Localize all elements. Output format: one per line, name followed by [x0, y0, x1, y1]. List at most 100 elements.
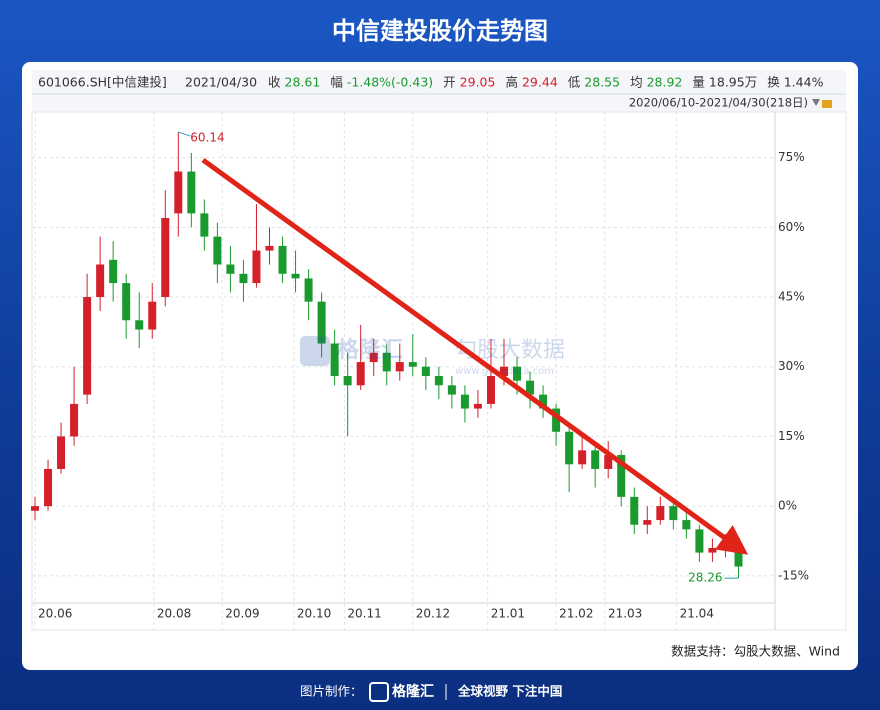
candle-body — [565, 431, 574, 465]
candle-body — [330, 343, 339, 377]
candle-body — [552, 408, 561, 432]
quote-value: -1.48%(-0.43) — [347, 75, 433, 90]
quote-label: 高 — [505, 75, 518, 90]
y-tick-label: -15% — [778, 568, 809, 582]
candle-body — [356, 362, 365, 386]
candle-body — [421, 366, 430, 377]
candle-body — [460, 394, 469, 409]
candle-body — [148, 301, 157, 330]
source-note: 数据支持：勾股大数据、Wind — [671, 644, 840, 659]
candle-body — [526, 380, 535, 395]
y-tick-label: 60% — [778, 220, 805, 234]
quote-label: 量 — [692, 75, 705, 90]
footer-maker: 图片制作： — [300, 684, 363, 699]
candle-body — [682, 520, 691, 530]
candle-body — [630, 496, 639, 525]
candle-body — [161, 218, 170, 298]
x-tick-label: 21.03 — [608, 607, 642, 621]
candle-body — [734, 543, 743, 567]
candle-body — [31, 506, 39, 511]
candle-body — [721, 543, 730, 548]
candle-body — [486, 376, 495, 404]
stock-code: 601066.SH[中信建投] — [38, 75, 167, 90]
dropdown-icon[interactable] — [812, 99, 820, 106]
date-range: 2020/06/10-2021/04/30(218日) — [629, 96, 808, 110]
y-tick-label: 15% — [778, 429, 805, 443]
info-bar — [32, 70, 846, 112]
quote-label: 均 — [630, 75, 643, 90]
watermark-brand: 格隆汇 — [337, 337, 403, 363]
quote-items: 收 28.61 幅 -1.48%(-0.43) 开 29.05 高 29.44 低 28.55 均 2… — [268, 75, 824, 90]
quote-label: 幅 — [330, 75, 343, 90]
x-tick-label: 20.09 — [225, 607, 259, 621]
candle-body — [434, 376, 443, 386]
watermark-logo — [300, 336, 330, 366]
candle-body — [499, 366, 508, 377]
candle-body — [226, 264, 235, 274]
max-label: 60.14 — [190, 131, 224, 145]
page-title: 中信建投股价走势图 — [332, 17, 548, 45]
candle-body — [278, 245, 287, 274]
x-tick-label: 20.06 — [38, 607, 72, 621]
candle-body — [83, 297, 92, 395]
x-tick-label: 20.11 — [347, 607, 381, 621]
candle-body — [200, 213, 209, 237]
candle-body — [591, 450, 600, 469]
candle-body — [695, 529, 704, 553]
y-tick-label: 75% — [778, 150, 805, 164]
watermark-url: www.gogudata.com — [455, 366, 554, 377]
candle-body — [604, 455, 613, 469]
candle-body — [513, 366, 522, 381]
candle-body — [382, 352, 391, 372]
candle-body — [708, 547, 717, 553]
quote-value: 1.44% — [784, 75, 824, 90]
footer-brand: 格隆汇 — [392, 683, 434, 700]
candle-body — [187, 171, 196, 214]
y-tick-label: 0% — [778, 499, 797, 513]
footer-slogan: 全球视野 下注中国 — [457, 684, 562, 699]
candle-body — [57, 436, 66, 469]
candle-body — [122, 283, 131, 321]
quote-date: 2021/04/30 — [185, 75, 257, 90]
candle-body — [395, 362, 404, 372]
y-tick-label: 30% — [778, 359, 805, 373]
trend-arrow — [201, 157, 749, 555]
candle-body — [656, 506, 665, 521]
quote-value: 28.92 — [647, 75, 683, 90]
quote-label: 低 — [568, 75, 581, 90]
candle-body — [70, 403, 79, 437]
x-tick-label: 20.08 — [157, 607, 191, 621]
quote-label: 开 — [443, 75, 456, 90]
candle-body — [174, 171, 183, 214]
candle-body — [109, 259, 118, 284]
plot: 75% 60% 45% 30% 15% 0% -15% 20.06 20.08 20.09 20.1… — [31, 112, 809, 630]
lock-icon[interactable] — [822, 100, 832, 108]
x-tick-label: 21.01 — [491, 607, 525, 621]
x-tick-label: 21.02 — [559, 607, 593, 621]
candle-body — [369, 352, 378, 363]
candle-body — [304, 278, 313, 302]
candle-body — [135, 320, 144, 330]
quote-value: 28.55 — [584, 75, 620, 90]
candle-body — [213, 236, 222, 265]
candle-body — [343, 376, 352, 386]
quote-label: 收 — [268, 75, 281, 90]
candle-body — [473, 403, 482, 409]
x-tick-label: 20.12 — [416, 607, 450, 621]
watermark-sub: 勾股大数据 — [455, 338, 565, 363]
min-label: 28.26 — [688, 571, 722, 585]
x-tick-label: 21.04 — [680, 607, 714, 621]
y-tick-label: 45% — [778, 290, 805, 304]
candle-body — [617, 455, 626, 497]
candle-body — [669, 506, 678, 521]
quote-value: 29.44 — [522, 75, 558, 90]
candle-body — [265, 245, 274, 251]
candle-body — [447, 385, 456, 395]
candle-body — [317, 301, 326, 344]
candle-body — [252, 250, 261, 284]
max-pointer — [178, 131, 191, 137]
candle-body — [578, 450, 587, 465]
x-tick-label: 20.10 — [297, 607, 331, 621]
candle-body — [408, 362, 417, 367]
